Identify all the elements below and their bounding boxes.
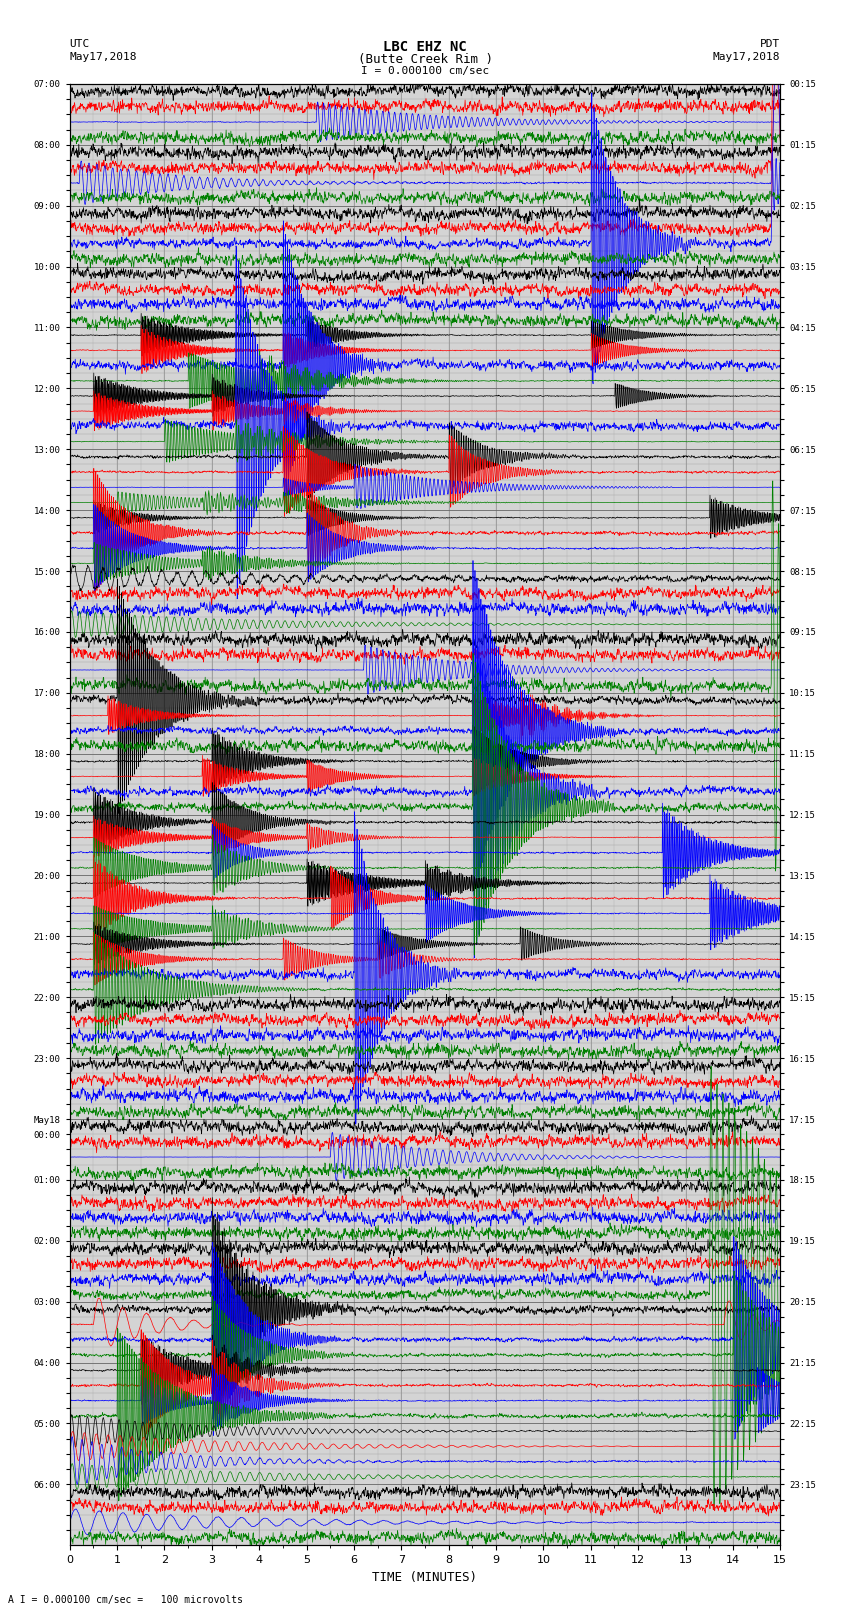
Text: May17,2018: May17,2018 <box>713 52 780 61</box>
Text: (Butte Creek Rim ): (Butte Creek Rim ) <box>358 53 492 66</box>
Text: I = 0.000100 cm/sec: I = 0.000100 cm/sec <box>361 66 489 76</box>
X-axis label: TIME (MINUTES): TIME (MINUTES) <box>372 1571 478 1584</box>
Text: May17,2018: May17,2018 <box>70 52 137 61</box>
Text: UTC: UTC <box>70 39 90 48</box>
Text: PDT: PDT <box>760 39 780 48</box>
Text: A I = 0.000100 cm/sec =   100 microvolts: A I = 0.000100 cm/sec = 100 microvolts <box>8 1595 243 1605</box>
Text: LBC EHZ NC: LBC EHZ NC <box>383 40 467 55</box>
